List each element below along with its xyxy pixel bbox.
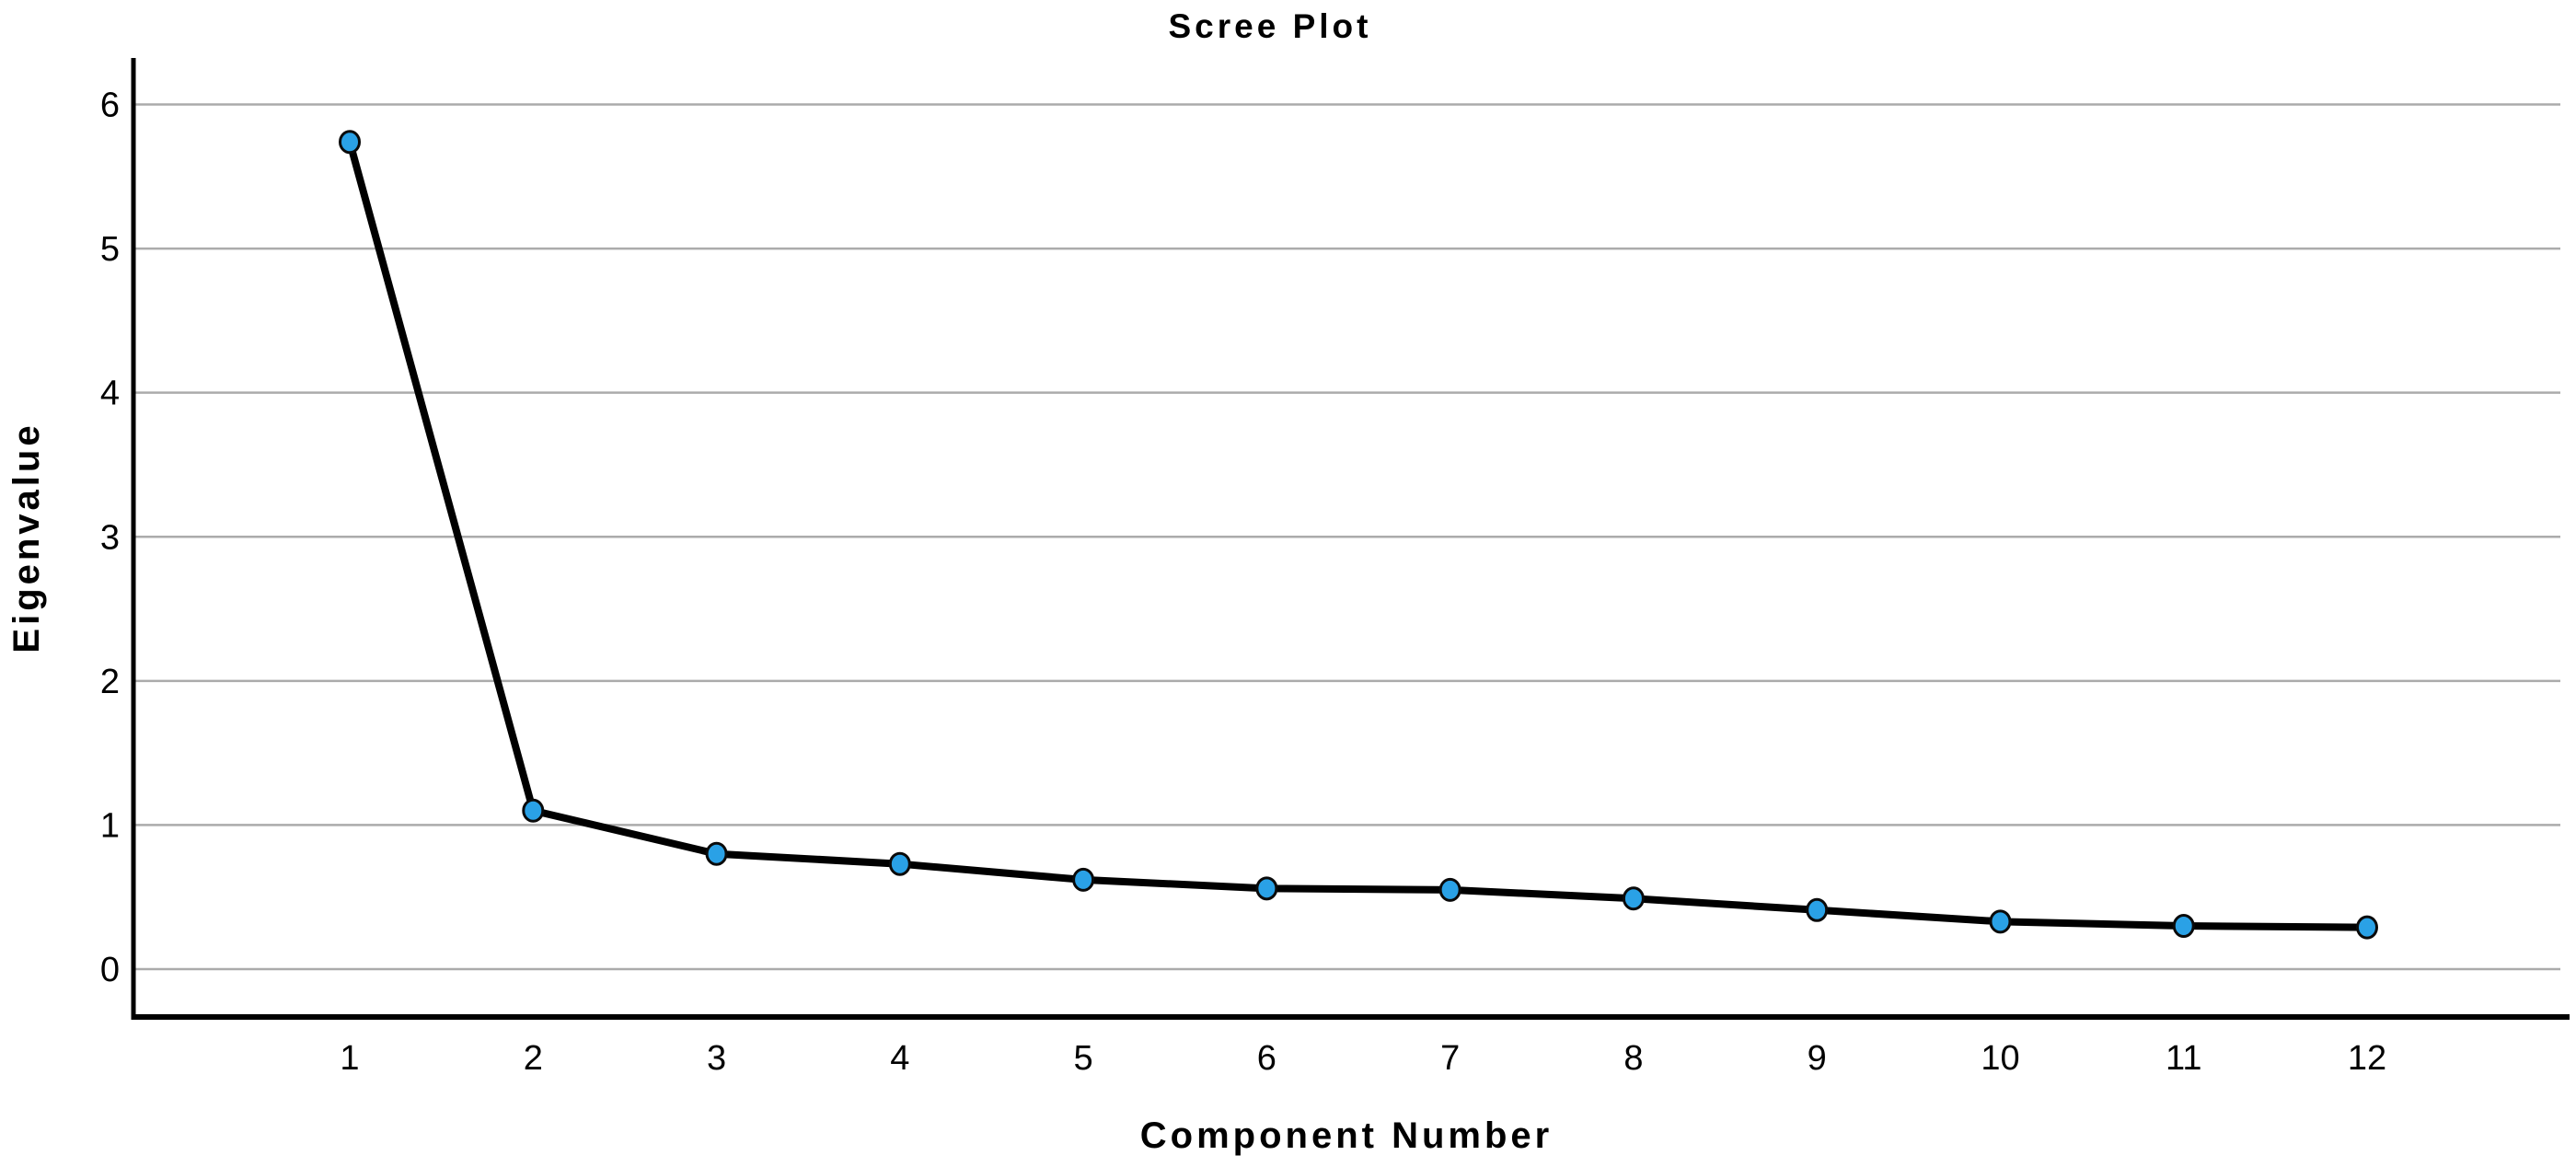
data-point-component-2 bbox=[522, 798, 545, 823]
x-tick-label-9: 9 bbox=[1808, 1039, 1827, 1078]
x-tick-label-12: 12 bbox=[2348, 1039, 2386, 1078]
x-tick-label-5: 5 bbox=[1074, 1039, 1093, 1078]
data-point-component-11 bbox=[2172, 914, 2195, 939]
data-point-component-6 bbox=[1255, 876, 1278, 901]
y-tick-label-3: 3 bbox=[100, 518, 120, 557]
x-tick-label-1: 1 bbox=[340, 1039, 359, 1078]
data-point-component-1 bbox=[339, 130, 361, 155]
y-tick-label-4: 4 bbox=[100, 375, 120, 413]
x-tick-label-10: 10 bbox=[1981, 1039, 2019, 1078]
x-tick-label-7: 7 bbox=[1440, 1039, 1460, 1078]
y-tick-label-2: 2 bbox=[100, 663, 120, 701]
data-point-component-3 bbox=[705, 841, 728, 866]
data-point-component-12 bbox=[2356, 915, 2378, 940]
x-tick-label-11: 11 bbox=[2166, 1039, 2201, 1078]
data-point-component-9 bbox=[1806, 897, 1829, 922]
gridlines bbox=[135, 103, 2560, 971]
y-axis-tick-labels: 0 1 2 3 4 5 6 bbox=[100, 87, 120, 990]
data-point-component-7 bbox=[1438, 877, 1461, 902]
y-tick-label-1: 1 bbox=[100, 806, 120, 845]
axis-lines bbox=[131, 58, 2570, 1020]
x-tick-label-8: 8 bbox=[1623, 1039, 1643, 1078]
data-point-component-5 bbox=[1072, 867, 1095, 892]
y-tick-label-5: 5 bbox=[100, 230, 120, 269]
y-tick-label-0: 0 bbox=[100, 951, 120, 989]
data-point-component-8 bbox=[1622, 886, 1645, 911]
y-axis-title: Eigenvalue bbox=[6, 422, 47, 653]
eigenvalue-line bbox=[346, 141, 2368, 931]
y-tick-label-6: 6 bbox=[100, 87, 120, 125]
x-axis-title: Component Number bbox=[1140, 1115, 1553, 1156]
x-tick-label-4: 4 bbox=[890, 1039, 909, 1078]
x-axis-tick-labels: 1 2 3 4 5 6 7 8 9 10 11 12 bbox=[340, 1039, 2386, 1078]
x-tick-label-6: 6 bbox=[1257, 1039, 1276, 1078]
chart-title: Scree Plot bbox=[1168, 7, 1372, 45]
data-series-eigenvalues bbox=[339, 130, 2378, 940]
data-point-component-10 bbox=[1989, 909, 2012, 934]
x-tick-label-2: 2 bbox=[524, 1039, 543, 1078]
data-point-component-4 bbox=[888, 851, 911, 876]
x-tick-label-3: 3 bbox=[707, 1039, 726, 1078]
